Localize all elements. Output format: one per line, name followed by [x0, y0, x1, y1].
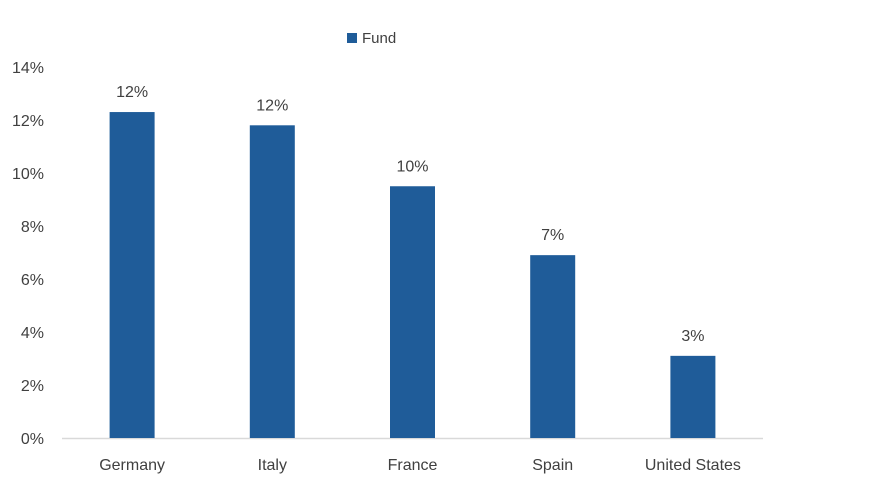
bar-germany [109, 112, 155, 439]
bars-group [109, 112, 716, 439]
y-tick-label: 10% [12, 166, 44, 183]
bar-italy [249, 125, 295, 439]
bar-united-states [670, 355, 716, 438]
data-labels-group: 12% 12% 10% 7% 3% [116, 84, 704, 345]
x-tick-label: France [388, 457, 438, 474]
y-tick-label: 0% [21, 431, 44, 448]
y-axis: 0% 2% 4% 6% 8% 10% 12% 14% [12, 60, 44, 448]
x-tick-label: Italy [258, 457, 287, 474]
y-tick-label: 12% [12, 113, 44, 130]
data-label: 12% [256, 97, 288, 114]
y-tick-label: 4% [21, 325, 44, 342]
data-label: 12% [116, 84, 148, 101]
legend-swatch [347, 33, 357, 43]
y-tick-label: 14% [12, 60, 44, 77]
bar-spain [530, 255, 576, 438]
data-label: 7% [541, 227, 564, 244]
y-tick-label: 6% [21, 272, 44, 289]
data-label: 10% [396, 158, 428, 175]
legend-label: Fund [362, 30, 396, 47]
x-tick-label: Germany [99, 457, 165, 474]
y-tick-label: 8% [21, 219, 44, 236]
x-tick-label: Spain [532, 457, 573, 474]
x-tick-label: United States [645, 457, 741, 474]
legend: Fund [347, 30, 396, 47]
x-axis: Germany Italy France Spain United States [62, 437, 763, 474]
y-tick-label: 2% [21, 378, 44, 395]
bar-france [390, 186, 435, 438]
data-label: 3% [681, 328, 704, 345]
